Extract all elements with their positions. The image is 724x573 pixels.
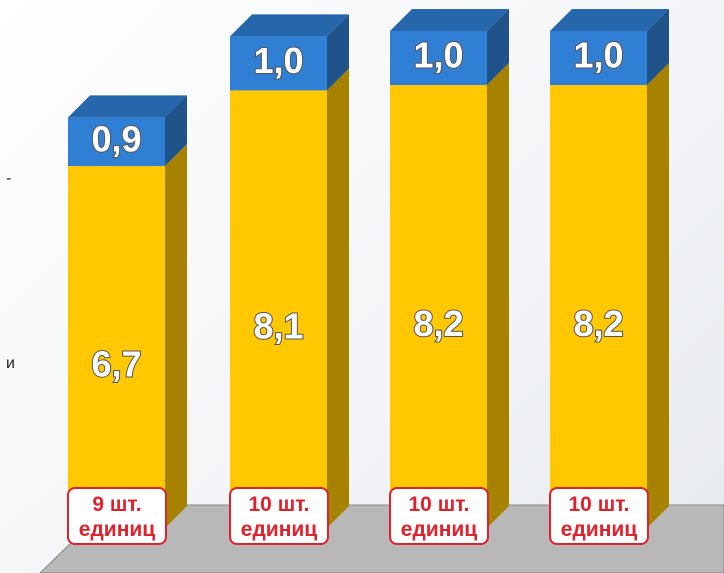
category-label: 9 шт. единиц bbox=[67, 487, 167, 545]
bar bbox=[68, 166, 165, 528]
value-label: 8,2 bbox=[573, 303, 623, 344]
bar-top bbox=[68, 95, 187, 118]
bar-side bbox=[327, 14, 349, 91]
value-label: 6,7 bbox=[91, 344, 141, 385]
bar-top bbox=[230, 14, 349, 37]
bar bbox=[390, 85, 487, 529]
bar bbox=[68, 117, 165, 167]
value-label: 1,0 bbox=[253, 40, 303, 81]
value-label: 0,9 bbox=[91, 118, 141, 159]
annotation: - bbox=[6, 170, 12, 187]
bar-top bbox=[390, 9, 509, 31]
bar-side bbox=[647, 63, 669, 529]
bar bbox=[230, 90, 327, 528]
bar-side bbox=[487, 9, 509, 86]
value-label: 8,1 bbox=[253, 306, 303, 347]
category-label: 10 шт. единиц bbox=[549, 487, 649, 545]
bar bbox=[390, 31, 487, 86]
value-label: 1,0 bbox=[573, 35, 623, 76]
bar-top bbox=[550, 9, 669, 31]
bar-side bbox=[327, 68, 349, 528]
value-label: 8,2 bbox=[413, 303, 463, 344]
bar-side bbox=[165, 144, 187, 528]
category-label: 10 шт. единиц bbox=[389, 487, 489, 545]
bar-side bbox=[165, 95, 187, 167]
bar bbox=[550, 85, 647, 529]
bar-side bbox=[487, 63, 509, 529]
bar bbox=[550, 31, 647, 86]
annotation: и bbox=[6, 355, 15, 372]
bar bbox=[230, 36, 327, 91]
bar-side bbox=[647, 9, 669, 86]
category-label: 10 шт. единиц bbox=[229, 487, 329, 545]
value-label: 1,0 bbox=[413, 35, 463, 76]
